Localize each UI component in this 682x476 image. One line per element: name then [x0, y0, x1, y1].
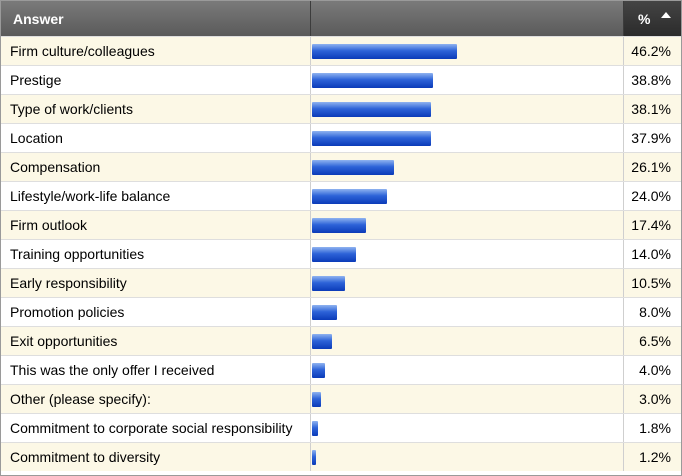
bar-cell — [311, 269, 624, 297]
percent-value: 38.1% — [631, 101, 671, 117]
bar-cell — [311, 95, 624, 123]
table-row: Firm culture/colleagues 46.2% — [1, 36, 681, 65]
bar — [312, 189, 387, 204]
bar-cell — [311, 240, 624, 268]
bar-cell — [311, 182, 624, 210]
table-row: Exit opportunities 6.5% — [1, 326, 681, 355]
answer-label: Location — [1, 124, 311, 152]
answer-label: Lifestyle/work-life balance — [1, 182, 311, 210]
bar — [312, 131, 431, 146]
bar — [312, 276, 345, 291]
answer-label: This was the only offer I received — [1, 356, 311, 384]
bar-cell — [311, 327, 624, 355]
percent-value: 8.0% — [639, 304, 671, 320]
bar — [312, 305, 337, 320]
bar — [312, 73, 433, 88]
percent-value: 17.4% — [631, 217, 671, 233]
answer-column-header[interactable]: Answer — [1, 1, 311, 36]
percent-value: 26.1% — [631, 159, 671, 175]
bar-cell — [311, 356, 624, 384]
table-row: Promotion policies 8.0% — [1, 297, 681, 326]
bar-cell — [311, 443, 624, 471]
answer-label: Prestige — [1, 66, 311, 94]
bar-cell — [311, 37, 624, 65]
answer-label: Firm culture/colleagues — [1, 37, 311, 65]
bar-cell — [311, 124, 624, 152]
answer-label: Firm outlook — [1, 211, 311, 239]
bar — [312, 218, 366, 233]
bar-cell — [311, 414, 624, 442]
answer-header-label: Answer — [13, 11, 64, 27]
percent-value: 4.0% — [639, 362, 671, 378]
bar-column-header — [311, 1, 624, 36]
answer-label: Commitment to diversity — [1, 443, 311, 471]
table-row: Prestige 38.8% — [1, 65, 681, 94]
bar-cell — [311, 153, 624, 181]
answer-label: Promotion policies — [1, 298, 311, 326]
answer-label: Exit opportunities — [1, 327, 311, 355]
table-row: Training opportunities 14.0% — [1, 239, 681, 268]
percent-value: 1.8% — [639, 420, 671, 436]
bar — [312, 102, 431, 117]
bar — [312, 363, 325, 378]
percent-value: 14.0% — [631, 246, 671, 262]
percent-value: 10.5% — [631, 275, 671, 291]
answer-label: Compensation — [1, 153, 311, 181]
table-row: Commitment to corporate social responsib… — [1, 413, 681, 442]
answer-label: Other (please specify): — [1, 385, 311, 413]
answer-label: Commitment to corporate social responsib… — [1, 414, 311, 442]
bar — [312, 160, 394, 175]
answer-label: Early responsibility — [1, 269, 311, 297]
table-row: Other (please specify): 3.0% — [1, 384, 681, 413]
percent-column-header[interactable]: % — [624, 1, 681, 36]
table-row: Type of work/clients 38.1% — [1, 94, 681, 123]
percent-value: 1.2% — [639, 449, 671, 465]
bar — [312, 450, 316, 465]
percent-value: 3.0% — [639, 391, 671, 407]
bar-cell — [311, 66, 624, 94]
bar-cell — [311, 298, 624, 326]
table-row: Firm outlook 17.4% — [1, 210, 681, 239]
bar — [312, 392, 321, 407]
bar — [312, 334, 332, 349]
percent-header-label: % — [638, 11, 651, 27]
percent-value: 6.5% — [639, 333, 671, 349]
sort-ascending-icon[interactable] — [661, 12, 671, 18]
table-row: Location 37.9% — [1, 123, 681, 152]
answer-label: Type of work/clients — [1, 95, 311, 123]
bar-cell — [311, 385, 624, 413]
percent-value: 24.0% — [631, 188, 671, 204]
answer-label: Training opportunities — [1, 240, 311, 268]
bar — [312, 44, 457, 59]
table-row: This was the only offer I received 4.0% — [1, 355, 681, 384]
table-row: Lifestyle/work-life balance 24.0% — [1, 181, 681, 210]
percent-value: 37.9% — [631, 130, 671, 146]
percent-value: 46.2% — [631, 43, 671, 59]
bar — [312, 247, 356, 262]
percent-value: 38.8% — [631, 72, 671, 88]
table-row: Early responsibility 10.5% — [1, 268, 681, 297]
table-row: Compensation 26.1% — [1, 152, 681, 181]
bar-cell — [311, 211, 624, 239]
table-row: Commitment to diversity 1.2% — [1, 442, 681, 471]
bar — [312, 421, 318, 436]
